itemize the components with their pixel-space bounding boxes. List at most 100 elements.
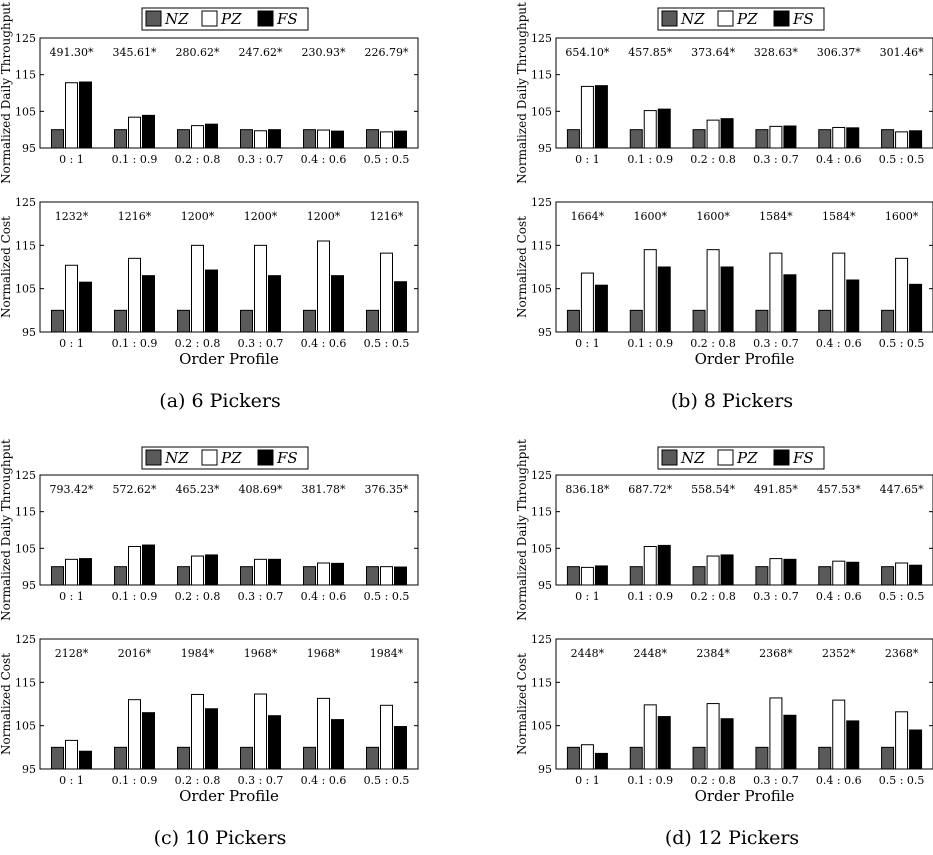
- bar-pz: [832, 560, 846, 586]
- bar-pz: [895, 257, 909, 333]
- y-tick-label: 125: [531, 32, 552, 45]
- bar-pz: [706, 119, 720, 149]
- bar-pz: [580, 744, 594, 770]
- y-tick-label: 105: [531, 105, 552, 118]
- bar-fs: [142, 114, 155, 149]
- bar-nz: [629, 129, 643, 149]
- bar-nz: [881, 746, 895, 770]
- bar-pz: [643, 546, 657, 586]
- bar-fs: [846, 561, 860, 586]
- bar-fs: [268, 558, 281, 586]
- x-axis-label: Order Profile: [695, 787, 795, 805]
- bar-nz: [366, 566, 379, 586]
- legend-swatch-pz: [201, 449, 218, 466]
- x-tick-label: 0.3 : 0.7: [238, 774, 284, 787]
- bar-pz: [895, 562, 909, 586]
- y-tick-label: 115: [15, 69, 36, 82]
- bar-group-annotation: 2128*: [55, 647, 89, 660]
- bar-pz: [643, 704, 657, 770]
- bar-group-annotation: 280.62*: [176, 46, 220, 59]
- bar-fs: [79, 750, 92, 770]
- bar-fs: [394, 726, 407, 770]
- bar-fs: [846, 720, 860, 770]
- bar-fs: [594, 565, 608, 586]
- bar-fs: [394, 281, 407, 333]
- x-tick-label: 0 : 1: [575, 590, 600, 603]
- x-tick-label: 0.5 : 0.5: [364, 337, 410, 350]
- bar-group-annotation: 2016*: [118, 647, 152, 660]
- bar-nz: [755, 746, 769, 770]
- legend-swatch-pz: [717, 10, 734, 27]
- x-tick-label: 0.4 : 0.6: [816, 590, 862, 603]
- legend-swatch-fs: [773, 449, 790, 466]
- legend-label-nz: NZ: [680, 449, 705, 467]
- bar-nz: [566, 129, 580, 149]
- y-tick-label: 125: [15, 32, 36, 45]
- bar-nz: [240, 746, 253, 770]
- legend-swatch-fs: [257, 10, 274, 27]
- legend-label-pz: PZ: [220, 10, 242, 28]
- bar-group-annotation: 1968*: [307, 647, 341, 660]
- bar-fs: [720, 718, 734, 770]
- caption-a: (a) 6 Pickers: [159, 390, 281, 412]
- legend-label-fs: FS: [276, 10, 298, 28]
- x-tick-label: 0.1 : 0.9: [112, 590, 158, 603]
- y-tick-label: 125: [15, 469, 36, 482]
- bar-nz: [629, 746, 643, 770]
- legend-label-fs: FS: [792, 449, 814, 467]
- bar-group-annotation: 1600*: [696, 210, 730, 223]
- y-tick-label: 95: [538, 579, 552, 592]
- bar-pz: [191, 125, 204, 149]
- bar-nz: [755, 566, 769, 586]
- y-tick-label: 125: [531, 469, 552, 482]
- x-tick-label: 0 : 1: [59, 774, 84, 787]
- bar-group-annotation: 491.30*: [50, 46, 94, 59]
- bar-group-annotation: 457.53*: [817, 483, 861, 496]
- y-tick-label: 125: [531, 196, 552, 209]
- bar-nz: [566, 566, 580, 586]
- x-tick-label: 0 : 1: [575, 774, 600, 787]
- bar-group-annotation: 2448*: [571, 647, 605, 660]
- plot-frame: [555, 638, 933, 770]
- bar-group-annotation: 230.93*: [302, 46, 346, 59]
- y-tick-label: 115: [15, 676, 36, 689]
- plot-frame: [555, 37, 933, 149]
- bar-fs: [783, 558, 797, 586]
- bar-pz: [65, 264, 78, 333]
- bar-group-annotation: 1664*: [571, 210, 605, 223]
- bar-group-annotation: 457.85*: [628, 46, 672, 59]
- bar-group-annotation: 1984*: [181, 647, 215, 660]
- bar-pz: [317, 562, 330, 586]
- x-tick-label: 0 : 1: [575, 337, 600, 350]
- legend-label-fs: FS: [276, 449, 298, 467]
- bar-nz: [114, 566, 127, 586]
- bar-nz: [114, 129, 127, 149]
- y-tick-label: 105: [531, 283, 552, 296]
- bar-pz: [254, 244, 267, 333]
- y-tick-label: 115: [531, 676, 552, 689]
- bar-group-annotation: 1200*: [307, 210, 341, 223]
- bar-fs: [205, 269, 218, 333]
- x-tick-label: 0.3 : 0.7: [238, 153, 284, 166]
- x-tick-label: 0.5 : 0.5: [879, 774, 925, 787]
- bar-nz: [566, 309, 580, 333]
- bar-pz: [769, 125, 783, 149]
- y-axis-label: Normalized Cost: [515, 216, 529, 318]
- bar-nz: [692, 129, 706, 149]
- bar-nz: [51, 566, 64, 586]
- bar-nz: [818, 746, 832, 770]
- bar-group-annotation: 301.46*: [880, 46, 924, 59]
- bar-group-annotation: 247.62*: [239, 46, 283, 59]
- bar-fs: [909, 564, 923, 586]
- bar-nz: [629, 566, 643, 586]
- legend-swatch-pz: [717, 449, 734, 466]
- bar-group-annotation: 1600*: [634, 210, 668, 223]
- caption-c: (c) 10 Pickers: [153, 827, 287, 849]
- bar-pz: [380, 704, 393, 770]
- bar-pz: [380, 252, 393, 333]
- y-tick-label: 125: [15, 196, 36, 209]
- bar-fs: [594, 284, 608, 333]
